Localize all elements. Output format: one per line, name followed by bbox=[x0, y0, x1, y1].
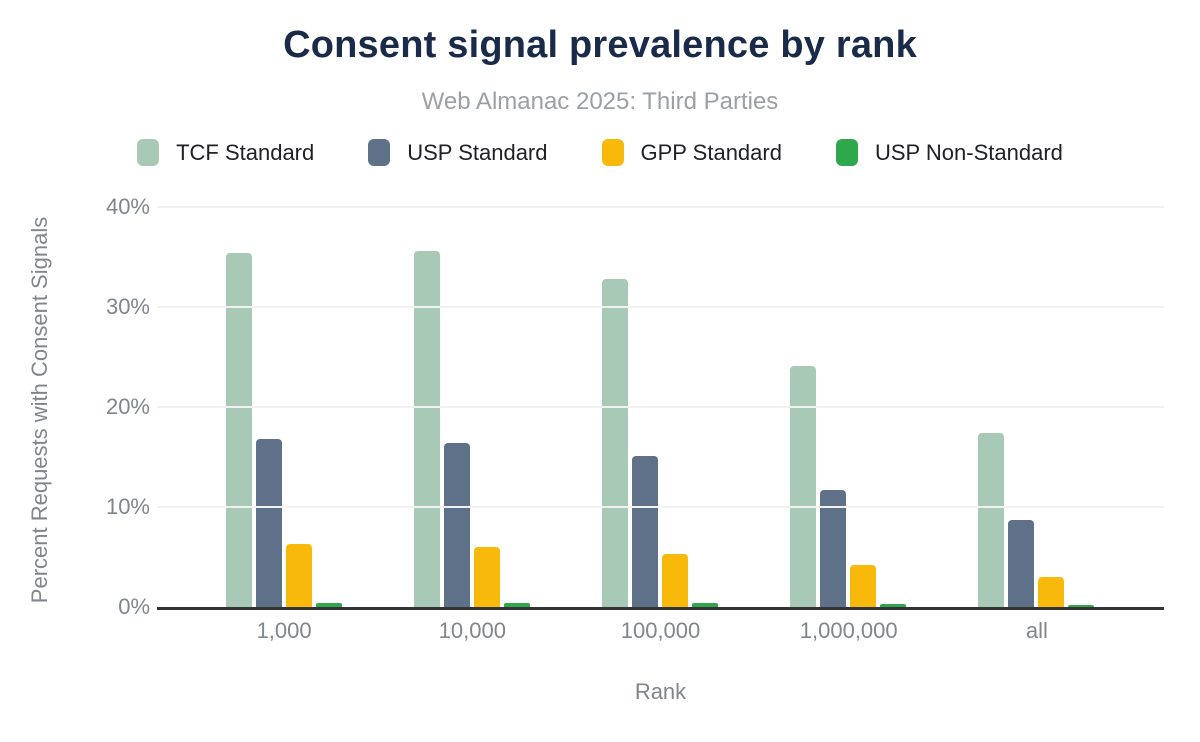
x-tick-label: 1,000,000 bbox=[799, 618, 898, 643]
chart-title: Consent signal prevalence by rank bbox=[283, 24, 917, 66]
legend-swatch-gpp-standard bbox=[601, 139, 624, 166]
bar-usp-standard-1-000-000 bbox=[820, 490, 846, 607]
bar-tcf-standard-1-000-000 bbox=[790, 366, 816, 607]
legend-item-usp-non-standard: USP Non-Standard bbox=[835, 139, 1063, 166]
bar-usp-non-standard-100-000 bbox=[692, 603, 718, 607]
y-tick-label: 10% bbox=[105, 494, 150, 519]
gridline bbox=[157, 206, 1164, 208]
legend-item-gpp-standard: GPP Standard bbox=[601, 139, 782, 166]
x-axis-title: Rank bbox=[634, 679, 687, 704]
legend-label: USP Non-Standard bbox=[874, 139, 1063, 165]
bar-tcf-standard-all bbox=[978, 433, 1004, 607]
bar-tcf-standard-1-000 bbox=[226, 253, 252, 607]
bar-usp-non-standard-all bbox=[1068, 604, 1094, 607]
legend-swatch-usp-non-standard bbox=[835, 139, 858, 166]
legend-swatch-usp-standard bbox=[368, 139, 391, 166]
y-tick-label: 0% bbox=[118, 594, 150, 619]
bar-group-all bbox=[942, 207, 1130, 607]
y-tick-label: 20% bbox=[105, 394, 150, 419]
bar-gpp-standard-10-000 bbox=[474, 547, 500, 607]
y-ticks: 0% 10% 20% 30% 40% bbox=[0, 194, 150, 619]
x-axis-line bbox=[157, 607, 1164, 610]
plot-area bbox=[157, 206, 1164, 610]
bar-usp-standard-100-000 bbox=[632, 456, 658, 607]
bar-usp-non-standard-1-000 bbox=[316, 603, 342, 607]
bar-group-100-000 bbox=[566, 207, 754, 607]
x-tick-label: 1,000 bbox=[256, 618, 312, 643]
chart-subtitle: Web Almanac 2025: Third Parties bbox=[421, 88, 779, 115]
gridline bbox=[157, 306, 1164, 308]
bar-group-1-000 bbox=[190, 207, 378, 607]
x-tick-label: 100,000 bbox=[620, 618, 701, 643]
legend-item-tcf-standard: TCF Standard bbox=[137, 139, 314, 166]
bar-tcf-standard-100-000 bbox=[602, 279, 628, 607]
bar-gpp-standard-100-000 bbox=[662, 554, 688, 607]
legend-label: TCF Standard bbox=[176, 139, 315, 165]
bar-usp-non-standard-1-000-000 bbox=[880, 604, 906, 607]
gridline bbox=[157, 406, 1164, 408]
bars-row bbox=[190, 207, 1130, 607]
legend-item-usp-standard: USP Standard bbox=[368, 139, 548, 166]
bar-gpp-standard-1-000 bbox=[286, 544, 312, 607]
legend-label: GPP Standard bbox=[640, 139, 782, 165]
y-tick-label: 30% bbox=[105, 294, 150, 319]
legend: TCF Standard USP Standard GPP Standard USP … bbox=[0, 139, 1200, 166]
bar-usp-non-standard-10-000 bbox=[504, 603, 530, 607]
legend-swatch-tcf-standard bbox=[137, 139, 160, 166]
bar-gpp-standard-1-000-000 bbox=[850, 565, 876, 607]
bar-usp-standard-1-000 bbox=[256, 439, 282, 607]
y-tick-label: 40% bbox=[105, 194, 150, 219]
x-tick-label: all bbox=[1025, 618, 1048, 643]
x-tick-label: 10,000 bbox=[438, 618, 506, 643]
x-labels: 1,000 10,000 100,000 1,000,000 all bbox=[190, 618, 1131, 644]
legend-label: USP Standard bbox=[407, 139, 548, 165]
bar-tcf-standard-10-000 bbox=[414, 251, 440, 607]
bar-usp-standard-all bbox=[1008, 520, 1034, 607]
bar-usp-standard-10-000 bbox=[444, 443, 470, 607]
gridline bbox=[157, 506, 1164, 508]
bar-gpp-standard-all bbox=[1038, 577, 1064, 607]
bar-group-10-000 bbox=[378, 207, 566, 607]
